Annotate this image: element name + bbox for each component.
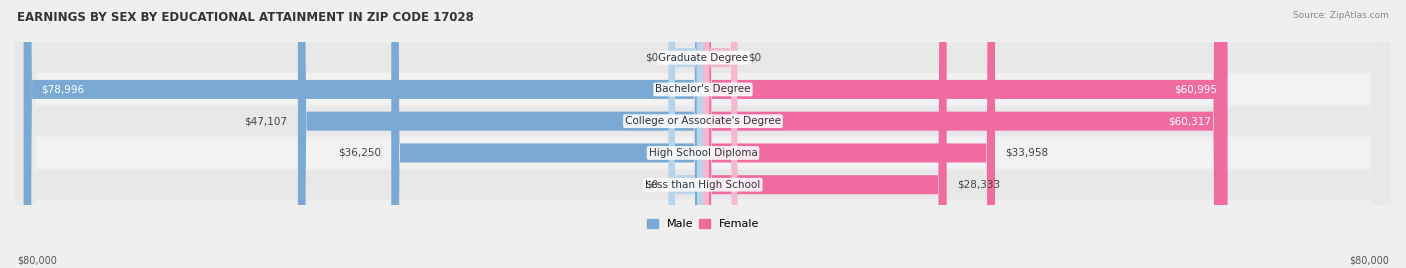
FancyBboxPatch shape (15, 0, 1391, 268)
Text: $60,317: $60,317 (1168, 116, 1212, 126)
FancyBboxPatch shape (703, 0, 995, 268)
Text: High School Diploma: High School Diploma (648, 148, 758, 158)
Text: $0: $0 (748, 53, 761, 63)
Text: Graduate Degree: Graduate Degree (658, 53, 748, 63)
Text: $36,250: $36,250 (337, 148, 381, 158)
Text: $0: $0 (645, 180, 658, 190)
FancyBboxPatch shape (703, 0, 1222, 268)
FancyBboxPatch shape (703, 0, 1227, 268)
FancyBboxPatch shape (15, 0, 1391, 268)
Text: EARNINGS BY SEX BY EDUCATIONAL ATTAINMENT IN ZIP CODE 17028: EARNINGS BY SEX BY EDUCATIONAL ATTAINMEN… (17, 11, 474, 24)
FancyBboxPatch shape (15, 0, 1391, 268)
FancyBboxPatch shape (669, 0, 703, 268)
Text: Less than High School: Less than High School (645, 180, 761, 190)
FancyBboxPatch shape (15, 0, 1391, 268)
FancyBboxPatch shape (15, 0, 1391, 268)
Text: $0: $0 (645, 53, 658, 63)
Text: $78,996: $78,996 (41, 84, 84, 94)
FancyBboxPatch shape (298, 0, 703, 268)
Legend: Male, Female: Male, Female (647, 219, 759, 229)
Text: $47,107: $47,107 (245, 116, 288, 126)
Text: $28,333: $28,333 (957, 180, 1000, 190)
Text: $80,000: $80,000 (1350, 255, 1389, 265)
FancyBboxPatch shape (391, 0, 703, 268)
Text: $33,958: $33,958 (1005, 148, 1049, 158)
FancyBboxPatch shape (24, 0, 703, 268)
Text: $60,995: $60,995 (1174, 84, 1218, 94)
Text: College or Associate's Degree: College or Associate's Degree (626, 116, 780, 126)
Text: Bachelor's Degree: Bachelor's Degree (655, 84, 751, 94)
Text: Source: ZipAtlas.com: Source: ZipAtlas.com (1294, 11, 1389, 20)
FancyBboxPatch shape (669, 0, 703, 268)
Text: $80,000: $80,000 (17, 255, 56, 265)
FancyBboxPatch shape (703, 0, 946, 268)
FancyBboxPatch shape (703, 0, 737, 268)
